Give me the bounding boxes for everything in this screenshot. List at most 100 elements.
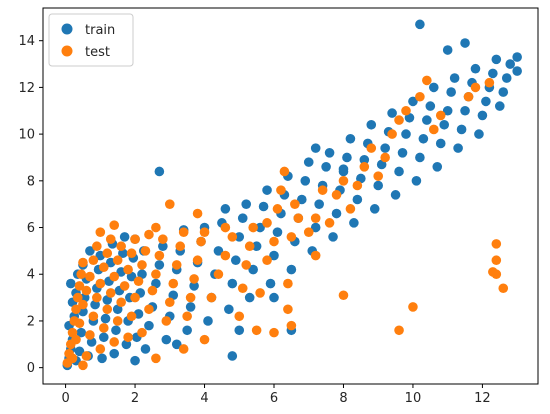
y-tick-label: 0: [27, 361, 35, 376]
data-point-test: [415, 91, 425, 102]
data-point-test: [491, 255, 502, 266]
data-point-train: [262, 185, 272, 195]
data-point-test: [76, 269, 87, 280]
data-point-train: [182, 325, 192, 336]
data-point-train: [442, 105, 453, 116]
data-point-test: [213, 269, 224, 280]
data-point-test: [269, 236, 279, 247]
data-point-test: [98, 323, 109, 333]
y-tick-label: 2: [27, 314, 35, 329]
data-point-test: [130, 234, 140, 245]
y-tick-label: 4: [27, 268, 35, 283]
data-point-train: [76, 327, 87, 338]
data-point-test: [78, 257, 88, 268]
series-test: [62, 75, 509, 371]
data-point-train: [411, 176, 422, 186]
data-point-test: [102, 248, 113, 259]
data-point-test: [241, 260, 252, 270]
data-point-test: [81, 351, 92, 361]
data-point-train: [470, 63, 481, 74]
data-point-train: [498, 87, 509, 97]
data-point-test: [498, 283, 509, 294]
data-point-test: [137, 327, 147, 338]
data-point-test: [85, 271, 95, 282]
data-point-test: [408, 302, 418, 312]
data-point-test: [387, 129, 397, 139]
data-point-train: [425, 101, 436, 111]
data-point-test: [279, 166, 290, 177]
data-point-test: [338, 290, 349, 301]
data-point-test: [227, 232, 238, 242]
data-point-test: [74, 318, 85, 329]
data-point-train: [387, 108, 397, 118]
data-point-train: [366, 119, 377, 130]
data-point-train: [111, 325, 121, 336]
data-point-train: [234, 325, 245, 336]
data-point-train: [460, 38, 470, 48]
x-tick-label: 0: [61, 391, 69, 406]
data-point-train: [161, 334, 172, 345]
data-point-train: [390, 190, 401, 200]
data-point-train: [255, 222, 265, 233]
x-tick-label: 2: [131, 391, 139, 406]
plot-frame: [42, 7, 539, 385]
data-point-test: [168, 278, 179, 289]
legend-marker-test: [61, 45, 73, 57]
data-point-test: [338, 176, 349, 186]
data-point-test: [262, 255, 272, 266]
data-point-test: [178, 344, 189, 354]
data-point-test: [283, 278, 293, 289]
data-point-test: [262, 218, 272, 228]
data-point-train: [237, 213, 248, 223]
data-point-test: [105, 234, 116, 245]
data-point-test: [244, 241, 255, 252]
plot-area: [62, 19, 522, 371]
data-point-test: [78, 299, 88, 310]
data-point-train: [453, 143, 463, 153]
data-point-test: [88, 255, 99, 266]
data-point-test: [185, 292, 196, 303]
data-point-train: [397, 147, 408, 158]
data-point-train: [446, 87, 456, 97]
data-point-test: [192, 255, 203, 266]
data-point-test: [112, 255, 123, 266]
data-point-test: [102, 304, 113, 315]
legend-label-test: test: [85, 45, 110, 60]
data-point-test: [133, 276, 144, 287]
data-point-test: [283, 304, 293, 315]
data-point-test: [175, 241, 186, 252]
data-point-test: [130, 292, 140, 303]
x-tick-label: 4: [200, 391, 208, 406]
data-point-test: [237, 283, 248, 294]
data-point-train: [432, 162, 443, 172]
data-point-test: [144, 304, 154, 315]
y-tick-label: 6: [27, 221, 35, 236]
data-point-train: [74, 346, 85, 357]
data-point-train: [251, 241, 262, 252]
legend: train test: [48, 13, 134, 67]
data-point-train: [442, 45, 453, 55]
data-point-train: [505, 59, 516, 69]
data-point-train: [98, 332, 109, 343]
data-point-train: [449, 73, 460, 83]
data-point-test: [151, 269, 161, 280]
data-point-train: [491, 54, 502, 65]
data-point-train: [203, 316, 213, 326]
data-point-test: [144, 229, 154, 240]
data-point-train: [227, 351, 238, 361]
data-point-train: [369, 204, 380, 214]
data-point-train: [324, 147, 335, 158]
y-tick-label: 8: [27, 174, 35, 189]
data-point-test: [303, 227, 314, 237]
data-point-test: [109, 271, 120, 282]
data-point-test: [422, 75, 432, 86]
data-point-train: [435, 138, 446, 149]
data-point-train: [408, 96, 418, 107]
axes: 0 2 4 6 8 10 12 0 2 4 6 8 10 12 14: [18, 7, 539, 406]
data-point-test: [359, 162, 370, 172]
data-point-test: [255, 288, 265, 298]
data-point-test: [95, 344, 106, 354]
data-point-test: [112, 316, 123, 326]
data-point-test: [192, 208, 203, 219]
